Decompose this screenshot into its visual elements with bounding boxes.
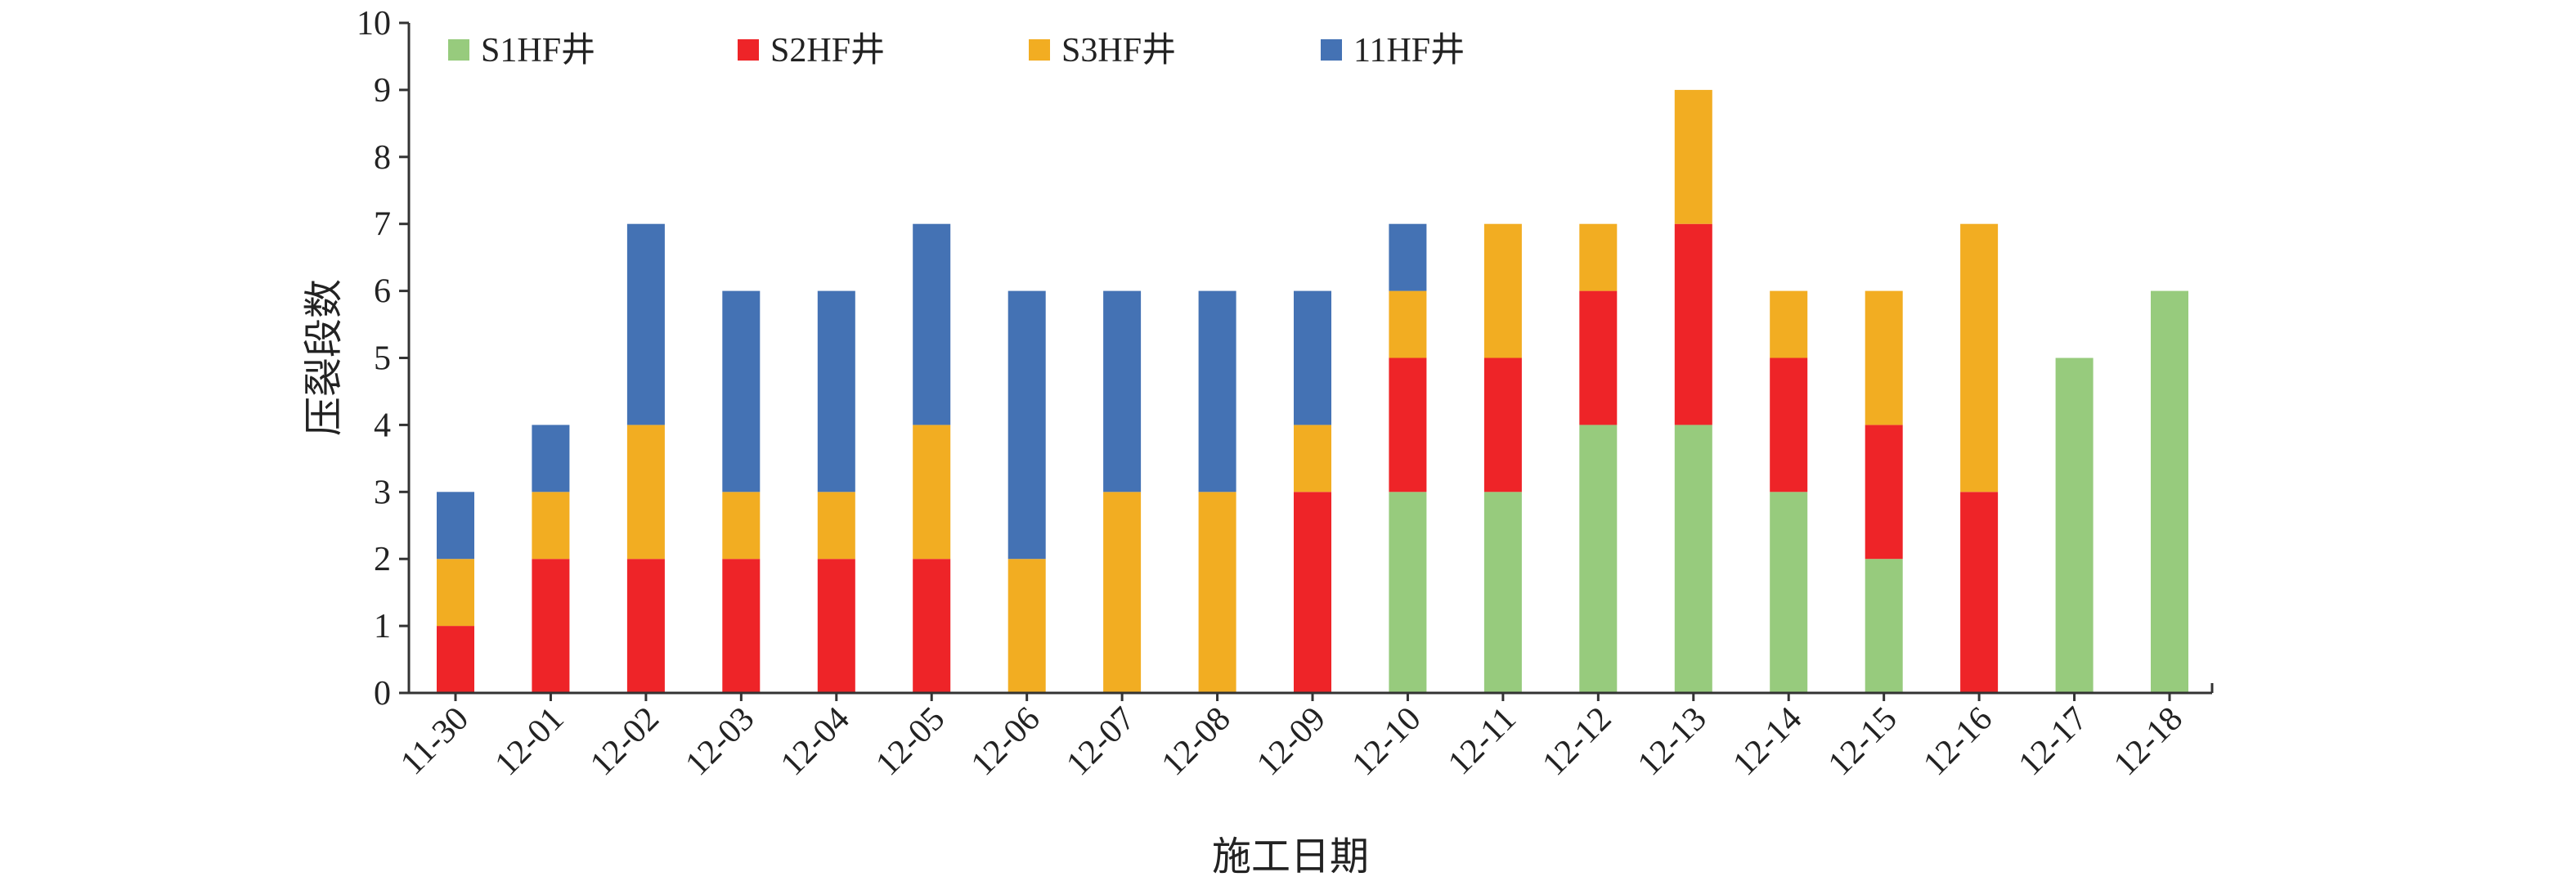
x-tick-label: 12-08 xyxy=(1155,700,1238,784)
bar-segment xyxy=(626,559,665,693)
bar-segment xyxy=(1103,290,1142,492)
bar-segment xyxy=(437,626,474,693)
bar-segment xyxy=(1579,223,1618,291)
bar-segment xyxy=(437,559,474,627)
bar-segment xyxy=(913,559,951,693)
bar-segment xyxy=(1483,223,1522,358)
legend-swatch xyxy=(448,39,469,61)
bar-segment xyxy=(1103,492,1142,693)
bar-segment xyxy=(1865,290,1903,425)
x-tick-label: 12-12 xyxy=(1536,700,1619,784)
bar-segment xyxy=(1483,492,1522,693)
x-axis-ticks: 11-30 12-01 12-02 12-03 12-04 12-05 12-06 12-07… xyxy=(393,693,2190,783)
bar-segment xyxy=(532,559,570,693)
bar-segment xyxy=(532,425,570,492)
y-tick-label: 9 xyxy=(374,72,391,110)
legend-label: S3HF井 xyxy=(1061,32,1176,70)
bar-segment xyxy=(722,559,761,693)
bar-segment xyxy=(1294,425,1331,492)
y-tick-label: 0 xyxy=(374,675,391,713)
x-tick-label: 12-03 xyxy=(679,700,762,784)
bar-segment xyxy=(437,492,474,560)
legend-label: 11HF井 xyxy=(1353,32,1465,70)
bar-segment xyxy=(1198,290,1236,492)
x-tick-label: 11-30 xyxy=(393,700,476,783)
y-tick-label: 4 xyxy=(374,407,391,444)
bar-segment xyxy=(1008,559,1046,693)
y-tick-label: 8 xyxy=(374,139,391,177)
bar-segment xyxy=(817,290,855,492)
x-tick-label: 12-01 xyxy=(488,700,572,784)
bar-segment xyxy=(1960,223,1999,492)
bar-segment xyxy=(1198,492,1236,693)
bar-segment xyxy=(1674,425,1712,693)
bar-segment xyxy=(1389,358,1427,492)
bar-segment xyxy=(913,223,951,425)
bar-segment xyxy=(1579,290,1618,425)
bar-segment xyxy=(1674,223,1712,425)
bar-segment xyxy=(1770,492,1808,693)
bar-segment xyxy=(1865,425,1903,560)
bar-segment xyxy=(1770,290,1808,358)
x-tick-label: 12-14 xyxy=(1726,700,1809,784)
legend-swatch xyxy=(738,39,759,61)
bar-segment xyxy=(1294,492,1331,693)
y-tick-label: 6 xyxy=(374,273,391,311)
x-tick-label: 12-02 xyxy=(583,700,666,784)
x-tick-label: 12-09 xyxy=(1250,700,1333,784)
bar-segment xyxy=(817,559,855,693)
bar-segment xyxy=(1483,358,1522,492)
x-axis-title: 施工日期 xyxy=(1212,835,1369,879)
legend-swatch xyxy=(1029,39,1050,61)
bar-segment xyxy=(1770,358,1808,492)
bar-segment xyxy=(2151,290,2188,693)
x-tick-label: 12-13 xyxy=(1631,700,1714,784)
bar-segment xyxy=(2055,358,2094,693)
legend: S1HF井 S2HF井 S3HF井 11HF井 xyxy=(448,32,1465,70)
bar-segment xyxy=(1389,290,1427,358)
bar-segment xyxy=(532,492,570,560)
bar-segment xyxy=(722,492,761,560)
y-axis-title: 压裂段数 xyxy=(303,279,346,436)
x-tick-label: 12-17 xyxy=(2012,700,2095,784)
bar-segment xyxy=(1960,492,1999,693)
y-axis-ticks: 0 1 2 3 4 5 6 7 8 9 10 xyxy=(357,5,409,713)
x-tick-label: 12-16 xyxy=(1916,700,1999,784)
bar-segment xyxy=(722,290,761,492)
y-tick-label: 10 xyxy=(357,5,391,43)
bar-segment xyxy=(1008,290,1046,560)
x-tick-label: 12-07 xyxy=(1059,700,1142,784)
y-tick-label: 1 xyxy=(374,608,391,645)
x-tick-label: 12-04 xyxy=(774,700,857,784)
x-tick-label: 12-11 xyxy=(1441,700,1524,783)
bar-segment xyxy=(1389,492,1427,693)
y-tick-label: 2 xyxy=(374,541,391,578)
bar-segment xyxy=(1389,223,1427,291)
bar-segment xyxy=(1865,559,1903,693)
x-tick-label: 12-18 xyxy=(2107,700,2190,784)
bar-segment xyxy=(626,425,665,560)
x-tick-label: 12-15 xyxy=(1821,700,1905,784)
bar-segment xyxy=(913,425,951,560)
y-tick-label: 5 xyxy=(374,340,391,378)
y-tick-label: 7 xyxy=(374,206,391,244)
x-tick-label: 12-06 xyxy=(964,700,1048,784)
legend-label: S2HF井 xyxy=(770,32,885,70)
legend-label: S1HF井 xyxy=(481,32,595,70)
y-tick-label: 3 xyxy=(374,474,391,511)
bar-segment xyxy=(1294,290,1331,425)
bar-segment xyxy=(626,223,665,425)
bar-segment xyxy=(1674,89,1712,224)
bar-segment xyxy=(1579,425,1618,693)
x-tick-label: 12-10 xyxy=(1345,700,1429,784)
x-tick-label: 12-05 xyxy=(868,700,952,784)
legend-swatch xyxy=(1321,39,1342,61)
bar-segment xyxy=(817,492,855,560)
bars-layer xyxy=(437,89,2188,693)
